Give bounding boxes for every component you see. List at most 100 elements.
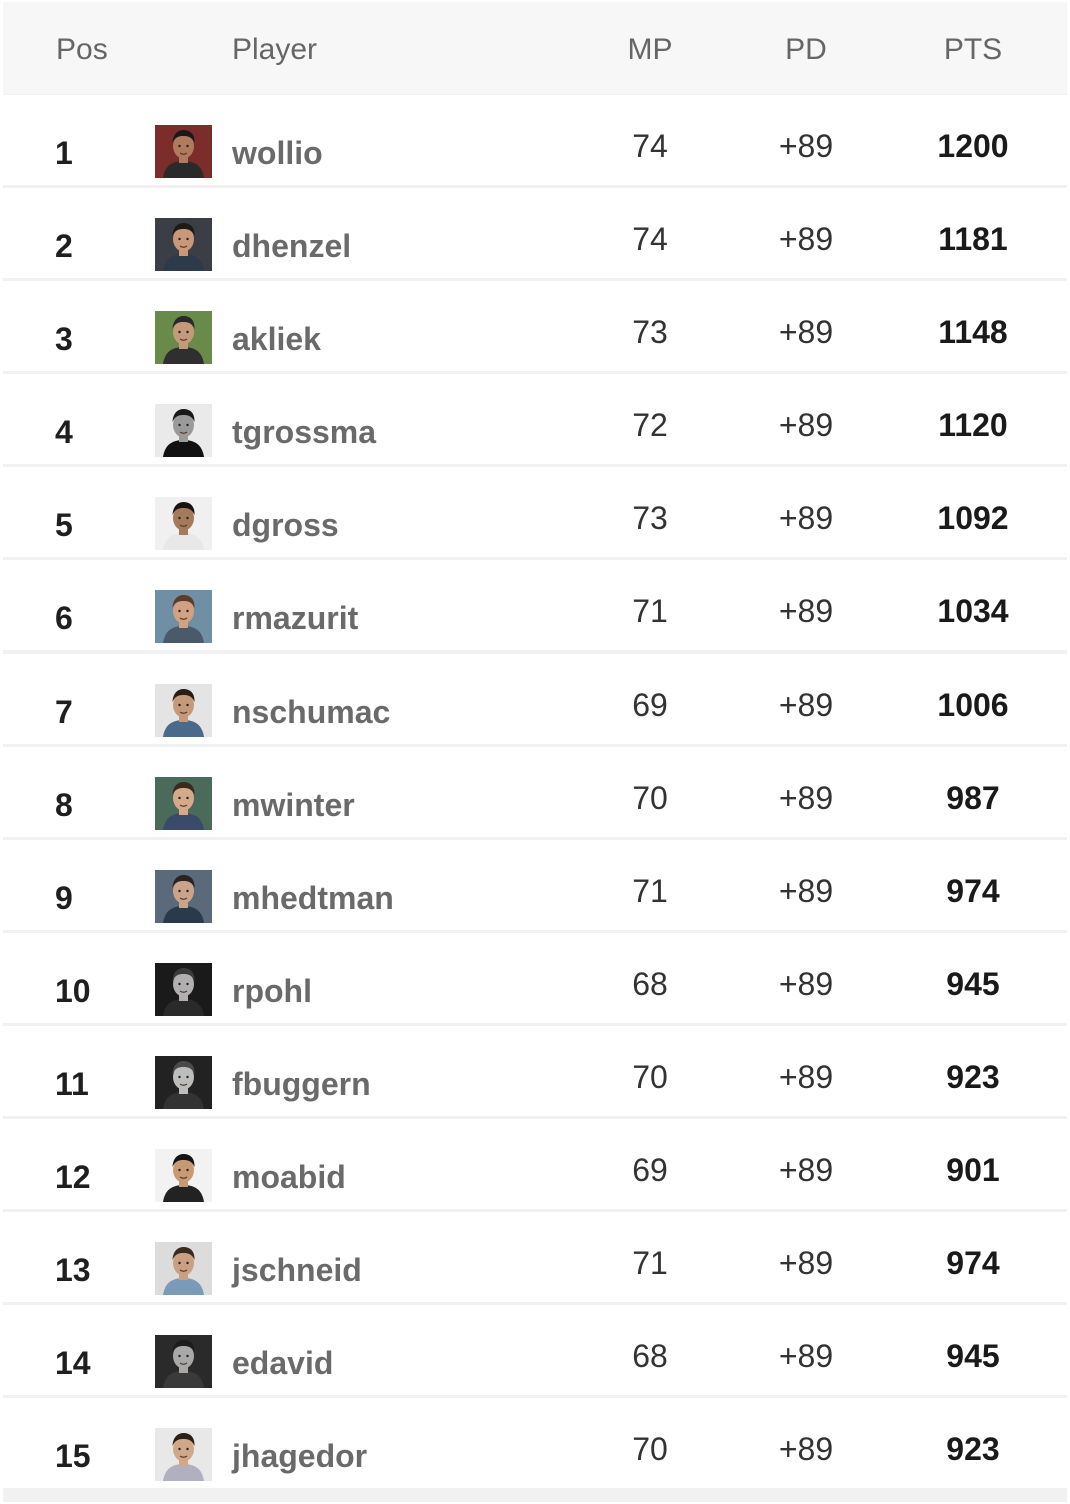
table-row[interactable]: 7 nschumac 69 +89 1006 bbox=[3, 653, 1067, 744]
leaderboard-table: Pos Player MP PD PTS 1 wollio 74 +89 1200 2 dh… bbox=[3, 2, 1067, 1502]
matches-played-cell: 69 bbox=[632, 1152, 668, 1189]
position-cell: 15 bbox=[55, 1438, 91, 1475]
table-row[interactable]: 9 mhedtman 71 +89 974 bbox=[3, 839, 1067, 930]
matches-played-cell: 69 bbox=[632, 686, 668, 723]
matches-played-cell: 74 bbox=[632, 128, 668, 164]
points-cell: 1092 bbox=[937, 500, 1009, 537]
points-cell: 1034 bbox=[937, 593, 1009, 630]
table-row[interactable]: 13 jschneid 71 +89 974 bbox=[3, 1212, 1067, 1303]
position-cell: 3 bbox=[55, 321, 73, 358]
table-row[interactable]: 8 mwinter 70 +89 987 bbox=[3, 746, 1067, 837]
point-difference-cell: +89 bbox=[778, 1431, 834, 1468]
table-row[interactable]: 15 jhagedor 70 +89 923 bbox=[3, 1398, 1067, 1489]
player-name[interactable]: jschneid bbox=[232, 1252, 362, 1289]
point-difference-cell: +89 bbox=[778, 1245, 834, 1282]
position-cell: 10 bbox=[55, 972, 91, 1009]
player-name[interactable]: akliek bbox=[232, 321, 321, 358]
player-name[interactable]: rpohl bbox=[232, 972, 312, 1009]
point-difference-cell: +89 bbox=[778, 314, 834, 351]
table-row[interactable]: 2 dhenzel 74 +89 1181 bbox=[3, 188, 1067, 279]
matches-played-cell: 73 bbox=[632, 314, 668, 351]
table-row[interactable]: 11 fbuggern 70 +89 923 bbox=[3, 1025, 1067, 1116]
avatar[interactable] bbox=[155, 1055, 212, 1109]
player-name[interactable]: tgrossma bbox=[232, 414, 377, 451]
point-difference-cell: +89 bbox=[778, 686, 834, 723]
player-name[interactable]: fbuggern bbox=[232, 1065, 371, 1102]
point-difference-cell: +89 bbox=[778, 1338, 834, 1375]
table-row[interactable]: 1 wollio 74 +89 1200 bbox=[3, 95, 1067, 185]
position-cell: 13 bbox=[55, 1252, 91, 1289]
avatar[interactable] bbox=[155, 1335, 212, 1389]
points-cell: 1181 bbox=[938, 221, 1008, 258]
position-cell: 14 bbox=[55, 1345, 91, 1382]
position-cell: 4 bbox=[55, 414, 73, 451]
player-name[interactable]: mwinter bbox=[232, 786, 355, 823]
avatar[interactable] bbox=[155, 962, 212, 1016]
matches-played-cell: 71 bbox=[632, 593, 668, 630]
matches-played-cell: 73 bbox=[632, 500, 668, 537]
avatar[interactable] bbox=[155, 497, 212, 551]
points-cell: 974 bbox=[946, 872, 1000, 909]
player-name[interactable]: nschumac bbox=[232, 693, 391, 730]
points-cell: 901 bbox=[946, 1152, 1000, 1189]
position-cell: 5 bbox=[55, 507, 73, 544]
avatar[interactable] bbox=[155, 1428, 212, 1482]
player-name[interactable]: mhedtman bbox=[232, 879, 394, 916]
avatar[interactable] bbox=[155, 1242, 212, 1296]
point-difference-cell: +89 bbox=[778, 221, 834, 258]
table-row[interactable]: 10 rpohl 68 +89 945 bbox=[3, 932, 1067, 1023]
points-cell: 1148 bbox=[938, 314, 1008, 351]
table-row[interactable]: 14 edavid 68 +89 945 bbox=[3, 1305, 1067, 1396]
matches-played-cell: 70 bbox=[632, 1058, 668, 1095]
position-cell: 7 bbox=[55, 693, 73, 730]
avatar[interactable] bbox=[155, 404, 212, 458]
column-header-mp[interactable]: MP bbox=[627, 33, 673, 66]
point-difference-cell: +89 bbox=[778, 872, 834, 909]
position-cell: 2 bbox=[55, 228, 73, 265]
points-cell: 1200 bbox=[937, 128, 1009, 164]
column-header-player[interactable]: Player bbox=[232, 33, 318, 66]
matches-played-cell: 68 bbox=[632, 1338, 668, 1375]
player-name[interactable]: wollio bbox=[232, 135, 323, 171]
point-difference-cell: +89 bbox=[778, 500, 834, 537]
matches-played-cell: 68 bbox=[632, 965, 668, 1002]
points-cell: 974 bbox=[946, 1245, 1000, 1282]
player-name[interactable]: jhagedor bbox=[232, 1438, 368, 1475]
player-name[interactable]: rmazurit bbox=[232, 600, 359, 637]
player-name[interactable]: dhenzel bbox=[232, 228, 352, 265]
matches-played-cell: 72 bbox=[632, 407, 668, 444]
position-cell: 6 bbox=[55, 600, 73, 637]
column-header-pos[interactable]: Pos bbox=[56, 33, 108, 66]
player-name[interactable]: moabid bbox=[232, 1159, 346, 1196]
position-cell: 9 bbox=[55, 879, 73, 916]
table-body: 1 wollio 74 +89 1200 2 dhenzel 74 +89 1181 3 akliek… bbox=[3, 95, 1067, 1491]
avatar[interactable] bbox=[155, 125, 212, 178]
point-difference-cell: +89 bbox=[778, 128, 834, 164]
player-name[interactable]: edavid bbox=[232, 1345, 334, 1382]
avatar[interactable] bbox=[155, 776, 212, 830]
point-difference-cell: +89 bbox=[778, 779, 834, 816]
point-difference-cell: +89 bbox=[778, 1058, 834, 1095]
avatar[interactable] bbox=[155, 590, 212, 644]
matches-played-cell: 70 bbox=[632, 779, 668, 816]
matches-played-cell: 71 bbox=[632, 872, 668, 909]
avatar[interactable] bbox=[155, 311, 212, 365]
column-header-pts[interactable]: PTS bbox=[943, 33, 1003, 66]
position-cell: 1 bbox=[55, 135, 73, 171]
avatar[interactable] bbox=[155, 218, 212, 272]
table-row[interactable]: 4 tgrossma 72 +89 1120 bbox=[3, 374, 1067, 465]
avatar[interactable] bbox=[155, 869, 212, 923]
table-row[interactable]: 5 dgross 73 +89 1092 bbox=[3, 467, 1067, 558]
points-cell: 923 bbox=[946, 1058, 1000, 1095]
avatar[interactable] bbox=[155, 683, 212, 737]
table-row[interactable]: 12 moabid 69 +89 901 bbox=[3, 1119, 1067, 1210]
avatar[interactable] bbox=[155, 1149, 212, 1203]
points-cell: 923 bbox=[946, 1431, 1000, 1468]
table-row[interactable]: 6 rmazurit 71 +89 1034 bbox=[3, 560, 1067, 651]
table-header: Pos Player MP PD PTS bbox=[3, 2, 1067, 94]
player-name[interactable]: dgross bbox=[232, 507, 339, 544]
table-row[interactable]: 3 akliek 73 +89 1148 bbox=[3, 281, 1067, 372]
points-cell: 987 bbox=[946, 779, 1000, 816]
position-cell: 12 bbox=[55, 1159, 91, 1196]
column-header-pd[interactable]: PD bbox=[785, 33, 827, 66]
